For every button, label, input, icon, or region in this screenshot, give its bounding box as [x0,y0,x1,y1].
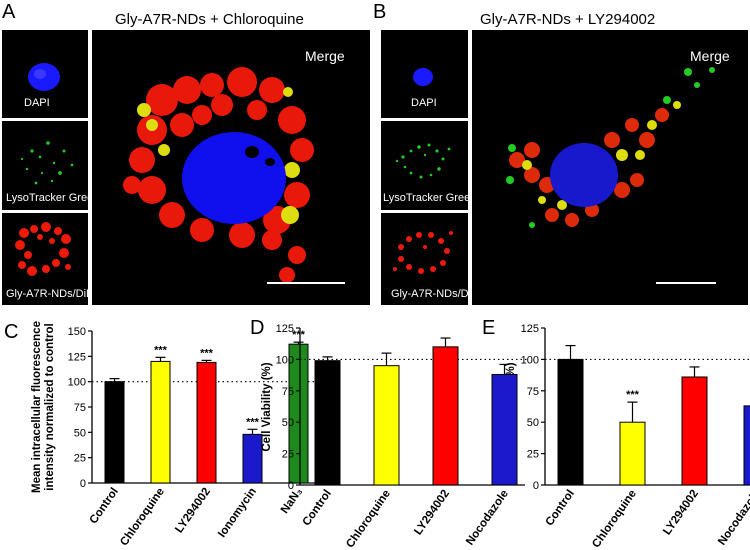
panel-letter-d: D [250,317,265,339]
category-label: Control [88,486,121,526]
panel-letter-b: B [373,1,387,23]
significance-label: *** [200,347,214,359]
bar [557,358,584,486]
bar [196,361,217,484]
category-label: LY294002 [412,488,452,537]
merge-label: Merge [305,48,345,64]
panel-b-title: Gly-A7R-NDs + LY294002 [480,11,656,28]
did-nanodisc-image [15,222,71,276]
y-tick-label: 25 [527,449,539,461]
scale-bar [656,282,716,284]
panel-letter-c: C [4,321,19,343]
y-tick-label: 25 [74,453,86,465]
y-tick-label: 50 [527,417,539,429]
y-tick-label: 125 [68,351,86,363]
panel-a-did-tile: Gly-A7R-NDs/DiD [2,213,88,305]
merge-label: Merge [690,48,730,64]
merge-cell-image [506,67,715,228]
panel-b-merge-image: Merge [472,30,748,305]
panel-b-did-tile: Gly-A7R-NDs/DiD [381,213,468,305]
tile-label-did: Gly-A7R-NDs/DiD [391,288,468,300]
tile-label-dapi: DAPI [411,97,437,109]
category-label: Control [544,488,577,528]
panel-a-merge-image: Merge [92,30,370,305]
category-label: Chloroquine [590,488,639,550]
significance-label: *** [246,416,260,428]
lysotracker-image [395,143,451,179]
bar [432,346,459,486]
y-tick-label: 50 [282,417,294,429]
panel-letter-e: E [482,317,496,339]
bar [491,373,518,486]
bar [242,433,263,484]
category-label: LY294002 [661,488,701,537]
tile-label-lysotracker: LysoTracker Green [6,192,88,204]
significance-label: *** [292,329,306,341]
lysotracker-image [20,141,74,185]
merge-cell-image [123,67,314,283]
y-tick-label: 75 [282,386,294,398]
bar [314,360,341,486]
y-tick-label: 125 [521,323,539,335]
y-tick-label: 0 [288,480,294,492]
dapi-nucleus-image [28,63,60,91]
y-tick-label: 100 [68,377,86,389]
y-tick-label: 0 [533,480,539,492]
panel-a-dapi-tile: DAPI [2,30,88,118]
category-label: LY294002 [173,486,213,535]
y-tick-label: 75 [74,402,86,414]
tile-label-dapi: DAPI [24,97,50,109]
tile-label-did: Gly-A7R-NDs/DiD [6,288,88,300]
bar [681,376,708,486]
category-label: Chloroquine [344,488,393,550]
panel-b-lysotracker-tile: LysoTracker Green [381,121,468,210]
y-tick-label: 150 [68,326,86,338]
bar [743,405,750,486]
dapi-nucleus-image [413,68,433,86]
did-nanodisc-image [393,231,453,274]
bar [150,360,171,484]
y-tick-label: 50 [74,427,86,439]
y-tick-label: 100 [521,354,539,366]
y-tick-label: 75 [527,386,539,398]
category-label: Control [301,488,334,528]
category-label: Nocodazole [716,488,750,548]
significance-label: *** [626,389,640,401]
y-tick-label: 25 [282,449,294,461]
panel-b-dapi-tile: DAPI [381,30,468,118]
significance-label: *** [154,344,168,356]
panel-a-title: Gly-A7R-NDs + Chloroquine [115,11,304,28]
y-tick-label: 100 [276,354,294,366]
bar [619,421,646,486]
bar [373,365,400,486]
y-tick-label: 125 [276,323,294,335]
panel-a-lysotracker-tile: LysoTracker Green [2,121,88,210]
panel-letter-a: A [2,1,16,23]
y-tick-label: 0 [80,478,86,490]
tile-label-lysotracker: LysoTracker Green [383,192,468,204]
scale-bar [267,282,345,284]
category-label: Ionomycin [216,486,259,540]
category-label: Nocodazole [464,488,511,548]
bar [104,381,125,484]
category-label: Chloroquine [118,486,167,548]
